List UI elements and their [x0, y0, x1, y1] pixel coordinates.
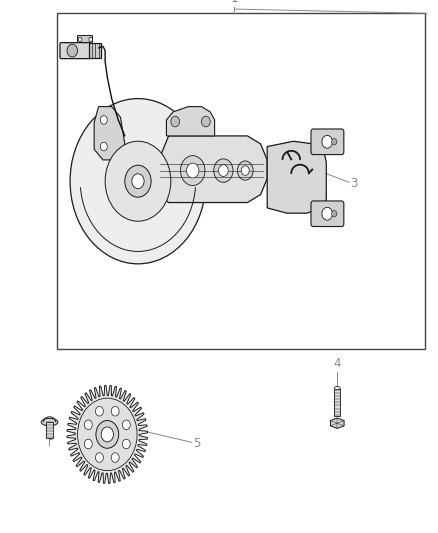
- Circle shape: [111, 453, 119, 462]
- Circle shape: [241, 166, 249, 175]
- Bar: [89, 43, 101, 58]
- Circle shape: [322, 207, 332, 220]
- Text: 5: 5: [193, 437, 200, 450]
- Polygon shape: [67, 385, 148, 483]
- Circle shape: [122, 439, 130, 449]
- Circle shape: [105, 141, 171, 221]
- Circle shape: [132, 174, 144, 189]
- Text: 3: 3: [350, 177, 358, 190]
- Circle shape: [187, 163, 199, 178]
- Circle shape: [100, 142, 107, 151]
- Circle shape: [332, 139, 337, 145]
- Bar: [46, 422, 53, 438]
- Circle shape: [332, 211, 337, 217]
- Polygon shape: [166, 107, 215, 136]
- Circle shape: [96, 421, 119, 448]
- Circle shape: [180, 156, 205, 185]
- Circle shape: [201, 116, 210, 127]
- Text: 2: 2: [240, 166, 248, 179]
- Circle shape: [78, 37, 82, 42]
- FancyBboxPatch shape: [311, 129, 344, 155]
- Circle shape: [78, 398, 137, 471]
- Circle shape: [70, 99, 206, 264]
- Polygon shape: [94, 107, 125, 160]
- Circle shape: [322, 135, 332, 148]
- Circle shape: [219, 165, 228, 176]
- Circle shape: [101, 427, 113, 442]
- Circle shape: [125, 165, 151, 197]
- FancyBboxPatch shape: [60, 43, 91, 59]
- Bar: [77, 35, 92, 44]
- Polygon shape: [267, 141, 326, 213]
- Circle shape: [171, 116, 180, 127]
- FancyBboxPatch shape: [311, 201, 344, 227]
- Circle shape: [237, 161, 253, 180]
- Bar: [334, 389, 340, 416]
- Circle shape: [214, 159, 233, 182]
- Circle shape: [111, 407, 119, 416]
- Circle shape: [67, 44, 78, 57]
- Circle shape: [122, 420, 130, 430]
- Circle shape: [95, 407, 103, 416]
- Ellipse shape: [41, 418, 58, 426]
- Polygon shape: [151, 136, 267, 203]
- Circle shape: [95, 453, 103, 462]
- Text: 1: 1: [230, 0, 238, 5]
- Text: 4: 4: [333, 358, 341, 370]
- Circle shape: [85, 420, 92, 430]
- Circle shape: [100, 116, 107, 124]
- Polygon shape: [330, 418, 344, 429]
- Text: 6: 6: [46, 431, 53, 443]
- Bar: [57, 13, 425, 349]
- Circle shape: [89, 37, 92, 42]
- Circle shape: [85, 439, 92, 449]
